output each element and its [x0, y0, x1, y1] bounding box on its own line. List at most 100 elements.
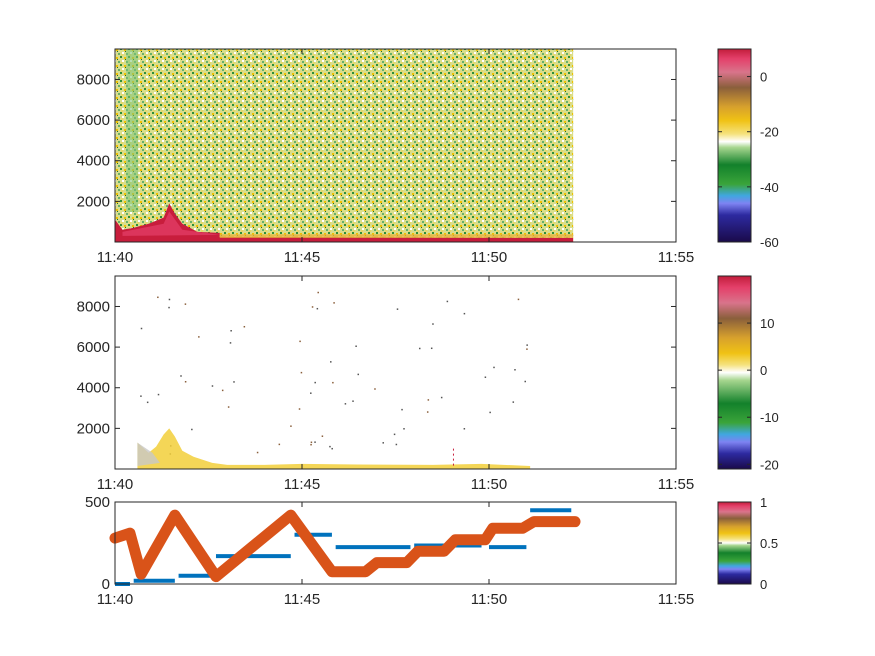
sparse-echo-dot — [430, 347, 433, 350]
sparse-echo-dot — [484, 376, 487, 378]
y-tick-label: 8000 — [77, 71, 110, 88]
y-tick-label: 2000 — [77, 193, 110, 210]
sparse-echo-dot — [221, 389, 224, 392]
sparse-echo-dot — [395, 443, 398, 446]
sparse-echo-dot — [344, 403, 347, 405]
sparse-echo-dot — [229, 342, 232, 344]
sparse-echo-dot — [256, 451, 259, 454]
sparse-echo-dot — [314, 381, 316, 384]
sparse-echo-dot — [233, 381, 235, 383]
colorbar-tick-label: 0 — [760, 70, 767, 85]
sparse-echo-dot — [230, 330, 232, 332]
x-tick-label: 11:40 — [97, 476, 133, 493]
sparse-echo-dot — [316, 307, 319, 310]
sparse-echo-dot — [374, 388, 376, 390]
echo-core — [122, 211, 220, 236]
sparse-echo-dot — [331, 447, 333, 450]
near-surface-grey — [137, 442, 160, 466]
sparse-echo-dot — [463, 312, 466, 315]
colorbar-tick-label: -10 — [760, 410, 779, 425]
colorbar-tick-label: -40 — [760, 180, 779, 195]
axes-box — [114, 275, 677, 470]
y-tick-label: 2000 — [77, 420, 110, 437]
sparse-echo-dot — [227, 406, 230, 408]
sparse-echo-dot — [332, 381, 334, 384]
sparse-echo-dot — [352, 400, 354, 402]
colorbar-tick-label: 0.5 — [760, 536, 778, 551]
spectrogram-panel-middle: 11:40 11:45 11:50 11:55 2000 4000 6000 8000 10 0 -… — [77, 275, 779, 493]
sparse-echo-dot — [310, 443, 312, 446]
sparse-echo-dot — [191, 428, 193, 431]
sparse-echo-dot — [310, 392, 312, 394]
echo-band-top-edge — [219, 234, 574, 238]
sparse-echo-dot — [180, 375, 182, 377]
x-tick-label: 11:40 — [97, 591, 133, 608]
sparse-echo-dot — [140, 327, 143, 330]
spectrogram-noise — [115, 49, 574, 242]
axes-box — [114, 501, 677, 585]
sparse-echo-dot — [432, 323, 434, 325]
sparse-echo-dot — [329, 445, 331, 448]
x-tick-label: 11:40 — [97, 249, 133, 266]
sparse-echo-dot — [393, 433, 396, 436]
colorbar-tick-label: 0 — [760, 363, 767, 378]
x-tick-label: 11:50 — [471, 476, 507, 493]
colorbar-tick-label: -20 — [760, 457, 779, 472]
sparse-echo-dot — [211, 385, 214, 387]
near-surface-echo — [137, 428, 531, 469]
sparse-echo-dot — [146, 401, 149, 404]
y-tick-label: 4000 — [77, 153, 110, 170]
sparse-echo-dot — [184, 303, 187, 305]
sparse-echo-dot — [489, 411, 491, 414]
sparse-echo-dot — [300, 371, 303, 374]
axes-box — [114, 48, 677, 243]
colorbar-tick-label: 0 — [760, 577, 767, 592]
sparse-echo-dot — [426, 411, 429, 413]
sparse-echo-dot — [321, 435, 324, 437]
sparse-echo-dot — [198, 336, 200, 338]
x-tick-label: 11:50 — [471, 249, 507, 266]
y-tick-label: 0 — [102, 576, 110, 593]
sparse-echo-dot — [290, 425, 292, 427]
sparse-echo-dot — [184, 381, 187, 383]
sparse-echo-dot — [524, 380, 526, 383]
sparse-echo-dot — [330, 361, 332, 363]
y-tick-label: 6000 — [77, 112, 110, 129]
sparse-echo-dot — [418, 347, 421, 350]
sparse-echo-dot — [140, 395, 142, 397]
sparse-echo-dot — [427, 399, 430, 401]
sparse-echo-dot — [355, 345, 357, 347]
sparse-echo-dot — [357, 373, 360, 376]
sparse-echo-dot — [168, 306, 170, 309]
sparse-echo-dot — [157, 296, 159, 299]
orange-series-line — [109, 509, 581, 583]
x-tick-label: 11:45 — [284, 249, 320, 266]
early-green-column — [126, 49, 139, 212]
colorbar-tick-label: 10 — [760, 316, 774, 331]
x-tick-label: 11:55 — [658, 591, 694, 608]
x-tick-label: 11:55 — [658, 249, 694, 266]
sparse-echo-dot — [298, 408, 301, 410]
sparse-echo-dot — [168, 298, 171, 301]
sparse-echo-dot — [157, 393, 160, 396]
sparse-echo-dot — [493, 366, 495, 369]
sparse-echo-dot — [314, 441, 316, 443]
colorbar — [717, 48, 752, 243]
sparse-echo-dot — [311, 306, 314, 308]
echo-band — [115, 203, 574, 242]
sparse-echo-dot — [243, 325, 246, 328]
sparse-echo-dot — [333, 302, 335, 304]
sparse-echo-dot — [526, 344, 528, 346]
spectrogram-panel-top: 11:40 11:45 11:50 11:55 2000 4000 6000 8000 0 -20… — [77, 48, 779, 266]
sparse-echo-dot — [310, 441, 313, 444]
sparse-echo-dot — [514, 369, 516, 371]
sparse-echo-dot — [299, 340, 301, 343]
x-tick-label: 11:45 — [284, 591, 320, 608]
sparse-echo-dot — [396, 308, 399, 310]
sparse-echo-dot — [382, 442, 384, 444]
colorbar-tick-label: 1 — [760, 495, 767, 510]
x-tick-label: 11:55 — [658, 476, 694, 493]
y-tick-label: 8000 — [77, 298, 110, 315]
sparse-echo-dot — [403, 428, 405, 430]
